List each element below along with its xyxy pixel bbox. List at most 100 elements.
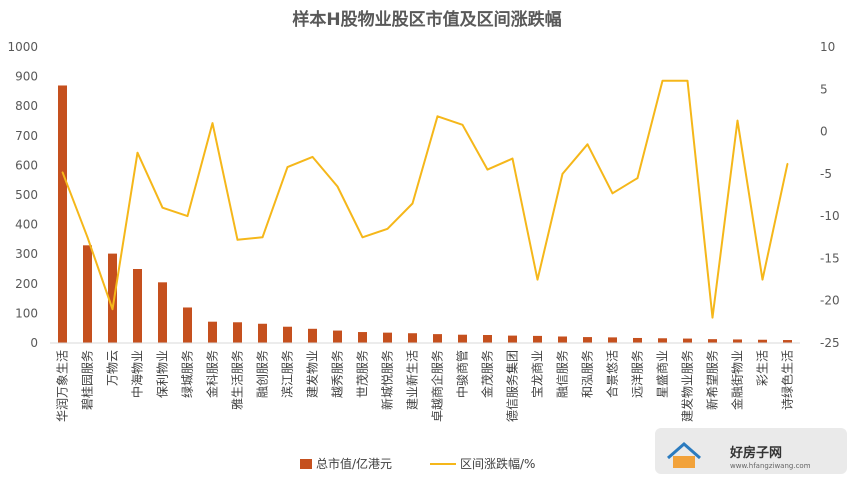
category-label: 建发物业 [305, 350, 320, 398]
line-point-华润万象生活 [61, 171, 64, 173]
line-point-宝龙商业 [536, 278, 539, 281]
bar-滨江服务 [283, 326, 292, 343]
category-label: 金茂服务 [480, 350, 495, 398]
bar-建业新生活 [408, 333, 417, 343]
bar-碧桂园服务 [83, 245, 92, 343]
left-tick-label: 500 [15, 188, 38, 202]
left-axis: 0 100 200 300 400 500 600 700 800 900 1000 [7, 40, 38, 350]
category-label: 中海物业 [130, 350, 145, 398]
chart-title: 样本H股物业股区市值及区间涨跌幅 [292, 9, 561, 30]
bar-和泓服务 [583, 337, 592, 343]
line-point-星盛商业 [661, 80, 664, 82]
line-区间涨跌幅 [61, 79, 789, 319]
category-label: 万物云 [106, 350, 120, 386]
line-point-碧桂园服务 [86, 236, 89, 239]
line-point-金科服务 [211, 122, 214, 124]
right-tick-label: 0 [820, 125, 828, 139]
line-point-建发物业服务 [686, 80, 689, 82]
category-label: 滨江服务 [280, 350, 295, 398]
bar-合景悠活 [608, 337, 617, 343]
legend-label-bar: 总市值/亿港元 [316, 456, 392, 471]
right-tick-label: -15 [820, 251, 840, 265]
category-label: 建业新生活 [405, 350, 420, 410]
watermark-text: 好房子网 [729, 445, 782, 461]
bar-融创服务 [258, 323, 267, 343]
line-point-雅生活服务 [236, 239, 239, 241]
category-label: 宝龙商业 [530, 350, 545, 398]
left-tick-label: 700 [15, 129, 38, 143]
legend-swatch-bar [300, 459, 312, 469]
line-point-中海物业 [136, 151, 139, 154]
left-tick-label: 800 [15, 99, 38, 113]
line-point-融创服务 [261, 236, 264, 239]
right-axis: -25 -20 -15 -10 -5 0 5 10 [820, 40, 840, 350]
category-label: 诗绿色生活 [780, 350, 795, 410]
house-logo-icon [667, 442, 701, 468]
bar-彩生活 [758, 339, 767, 343]
bar-金茂服务 [483, 335, 492, 343]
line-point-德信服务集团 [511, 157, 514, 160]
line-point-滨江服务 [286, 166, 289, 168]
category-label: 碧桂园服务 [80, 350, 95, 410]
bar-series [58, 85, 792, 343]
category-label: 合景悠活 [605, 350, 620, 398]
category-label: 金融街物业 [730, 350, 745, 410]
right-tick-label: 5 [820, 82, 828, 96]
category-label: 和泓服务 [580, 350, 595, 398]
line-point-中骏商管 [461, 124, 464, 126]
left-tick-label: 1000 [7, 40, 38, 54]
category-label: 保利物业 [156, 350, 170, 398]
category-label: 新城悦服务 [380, 350, 395, 410]
line-point-建业新生活 [411, 202, 414, 205]
category-label: 华润万象生活 [56, 350, 70, 422]
line-series [61, 79, 789, 319]
category-label: 越秀服务 [330, 350, 345, 398]
category-label: 绿城服务 [180, 350, 195, 398]
bar-星盛商业 [658, 338, 667, 343]
bar-雅生活服务 [233, 322, 242, 343]
line-point-卓越商企服务 [436, 115, 439, 118]
right-tick-label: -20 [820, 294, 840, 308]
bar-新城悦服务 [383, 332, 392, 343]
right-tick-label: -5 [820, 167, 832, 181]
bar-诗绿色生活 [783, 340, 792, 343]
line-point-和泓服务 [586, 143, 589, 146]
bar-世茂服务 [358, 332, 367, 343]
bar-越秀服务 [333, 330, 342, 343]
left-tick-label: 600 [15, 158, 38, 172]
bar-建发物业服务 [683, 338, 692, 343]
bar-宝龙商业 [533, 335, 542, 343]
bar-建发物业 [308, 328, 317, 343]
line-point-金茂服务 [486, 168, 489, 171]
right-tick-label: -10 [820, 209, 840, 223]
category-label: 彩生活 [756, 350, 770, 386]
category-label: 新希望服务 [705, 350, 720, 410]
line-point-越秀服务 [336, 185, 339, 188]
line-point-绿城服务 [186, 215, 189, 217]
line-point-彩生活 [761, 278, 764, 281]
category-label: 融创服务 [255, 350, 270, 398]
category-label: 世茂服务 [355, 350, 370, 398]
bar-金科服务 [208, 321, 217, 343]
watermark-logo: 好房子网 www.hfangziwang.com [655, 428, 847, 474]
bar-远洋服务 [633, 337, 642, 343]
line-point-新城悦服务 [386, 228, 389, 230]
category-label: 中骏商管 [455, 350, 470, 398]
line-point-建发物业 [311, 156, 314, 158]
line-point-保利物业 [161, 206, 164, 209]
right-tick-label: -25 [820, 336, 840, 350]
left-tick-label: 200 [15, 277, 38, 291]
line-point-金融街物业 [736, 119, 739, 122]
bar-绿城服务 [183, 307, 192, 343]
left-tick-label: 100 [15, 306, 38, 320]
line-point-远洋服务 [636, 177, 639, 179]
bar-中骏商管 [458, 334, 467, 343]
bar-万物云 [108, 253, 117, 343]
watermark-box [655, 428, 847, 474]
left-tick-label: 400 [15, 218, 38, 232]
left-tick-label: 300 [15, 247, 38, 261]
line-point-合景悠活 [611, 192, 614, 195]
line-point-诗绿色生活 [786, 162, 789, 165]
line-point-世茂服务 [361, 236, 364, 239]
category-label: 金科服务 [205, 350, 220, 398]
